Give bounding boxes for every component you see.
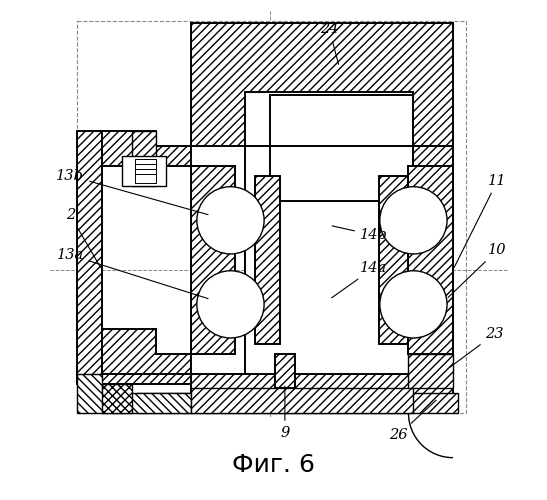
Circle shape	[197, 271, 264, 338]
Text: 11: 11	[454, 174, 507, 268]
Circle shape	[380, 186, 447, 254]
Text: 24: 24	[320, 22, 339, 64]
Text: 26: 26	[389, 400, 436, 442]
Bar	[270, 146, 414, 201]
Polygon shape	[275, 354, 295, 388]
Polygon shape	[409, 166, 453, 354]
Text: 13a: 13a	[57, 248, 208, 298]
Text: 2: 2	[66, 208, 101, 268]
Bar	[77, 20, 466, 413]
Polygon shape	[414, 146, 453, 388]
Text: 13b: 13b	[56, 169, 208, 214]
Polygon shape	[77, 132, 191, 384]
Polygon shape	[102, 329, 191, 374]
Circle shape	[380, 271, 447, 338]
Text: Фиг. 6: Фиг. 6	[231, 452, 315, 476]
Polygon shape	[102, 384, 132, 413]
Text: 10: 10	[448, 243, 507, 298]
Polygon shape	[137, 394, 458, 413]
Polygon shape	[191, 388, 414, 413]
Polygon shape	[77, 374, 191, 413]
Text: 9: 9	[280, 386, 289, 440]
Text: 14a: 14a	[331, 261, 387, 298]
Polygon shape	[191, 374, 453, 413]
Polygon shape	[191, 166, 235, 354]
Polygon shape	[379, 176, 409, 344]
Polygon shape	[121, 156, 166, 186]
Polygon shape	[255, 176, 280, 344]
Text: 23: 23	[450, 327, 504, 367]
Bar	[245, 146, 414, 374]
Bar	[270, 94, 414, 146]
Polygon shape	[132, 132, 156, 186]
Bar	[135, 159, 156, 183]
Circle shape	[197, 186, 264, 254]
Bar	[191, 22, 453, 146]
Polygon shape	[191, 22, 453, 146]
Text: 14b: 14b	[332, 226, 388, 242]
Polygon shape	[409, 354, 453, 388]
Polygon shape	[102, 132, 191, 166]
